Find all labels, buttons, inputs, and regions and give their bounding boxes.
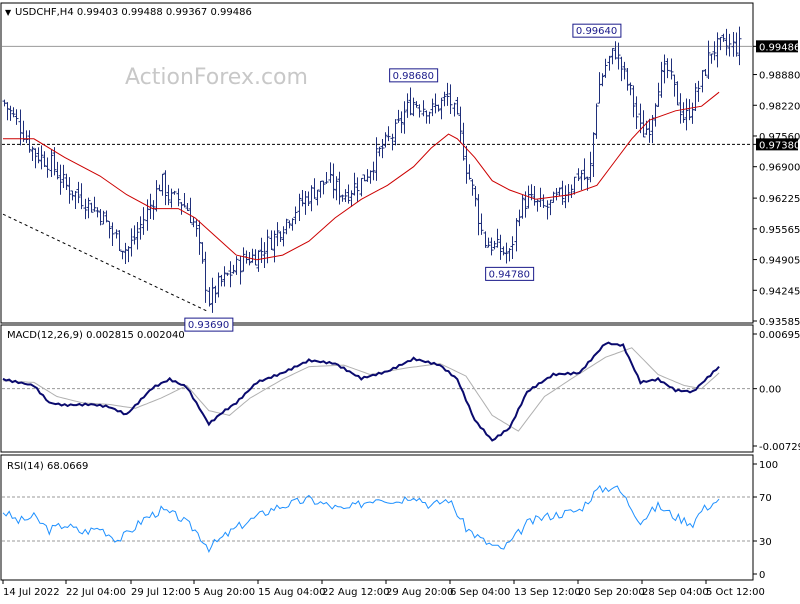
price-axis-label: 0.93585 <box>759 317 800 328</box>
x-axis-label: 5 Aug 20:00 <box>194 587 255 598</box>
support-level-box <box>756 138 798 151</box>
current-price-box <box>756 40 798 53</box>
rsi-layer <box>2 484 752 554</box>
price-axis-label: 0.95565 <box>759 225 800 236</box>
price-label-0: 0.93690 <box>184 317 234 332</box>
price-label-box <box>389 68 439 83</box>
price-axis-label: 0.94905 <box>759 256 800 267</box>
price-label-text: 0.99640 <box>576 26 617 37</box>
rsi-panel-title: RSI(14) 68.0669 <box>7 461 88 472</box>
price-label-box <box>572 23 622 38</box>
price-axis-label: 0.98220 <box>759 101 800 112</box>
price-bars <box>2 26 742 313</box>
price-label-text: 0.98680 <box>393 71 434 82</box>
price-axis-label: 0.96900 <box>759 163 800 174</box>
rsi-axis-label: 30 <box>759 537 772 548</box>
price-label-box <box>485 266 535 281</box>
rsi-axis-label: 70 <box>759 493 772 504</box>
x-axis-label: 28 Sep 04:00 <box>642 587 709 598</box>
x-axis-label: 29 Aug 20:00 <box>386 587 453 598</box>
macd-axis-label: 0.006954 <box>759 330 800 341</box>
x-axis-label: 22 Aug 12:00 <box>322 587 389 598</box>
trendline <box>2 213 210 313</box>
price-layer: 0.93690 0.98680 0.94780 0.99640 <box>2 23 752 332</box>
macd-layer <box>2 341 752 442</box>
rsi-line <box>2 484 720 554</box>
x-axis-label: 6 Sep 04:00 <box>450 587 510 598</box>
price-label-2: 0.94780 <box>485 266 535 281</box>
macd-panel-title: MACD(12,26,9) 0.002815 0.002040 <box>7 330 185 341</box>
rsi-panel-frame <box>0 454 754 581</box>
price-axis-label: 0.97560 <box>759 132 800 143</box>
support-level-label: 0.97380 <box>759 140 800 151</box>
watermark: ActionForex.com <box>125 65 308 90</box>
current-price-label: 0.99486 <box>759 42 800 53</box>
symbol-dropdown-icon[interactable]: ▼ <box>5 8 12 17</box>
x-axis-label: 13 Sep 12:00 <box>514 587 581 598</box>
price-axis-label: 0.96225 <box>759 194 800 205</box>
x-axis-label: 5 Oct 12:00 <box>706 587 765 598</box>
x-axis-label: 22 Jul 04:00 <box>66 587 126 598</box>
macd-axis-label: -0.007294 <box>759 442 800 453</box>
price-panel-frame <box>0 2 754 324</box>
macd-axis-label: 0.00 <box>759 385 781 396</box>
moving-average-line <box>3 91 720 261</box>
price-label-3: 0.99640 <box>572 23 622 38</box>
price-axis-label: 0.98880 <box>759 71 800 82</box>
x-axis-label: 14 Jul 2022 <box>3 587 60 598</box>
macd-main-line <box>2 341 720 442</box>
rsi-axis-label: 100 <box>759 460 778 471</box>
price-label-text: 0.93690 <box>188 320 229 331</box>
x-axis-label: 29 Jul 12:00 <box>131 587 191 598</box>
rsi-axis-label: 0 <box>759 570 765 581</box>
price-label-text: 0.94780 <box>489 269 530 280</box>
price-label-1: 0.98680 <box>389 68 439 83</box>
x-axis-label: 20 Sep 20:00 <box>578 587 645 598</box>
x-axis-label: 15 Aug 04:00 <box>258 587 325 598</box>
price-label-box <box>184 317 234 332</box>
macd-signal-line <box>2 347 720 432</box>
price-panel-title: USDCHF,H4 0.99403 0.99488 0.99367 0.9948… <box>15 7 252 18</box>
price-axis-label: 0.94245 <box>759 286 800 297</box>
